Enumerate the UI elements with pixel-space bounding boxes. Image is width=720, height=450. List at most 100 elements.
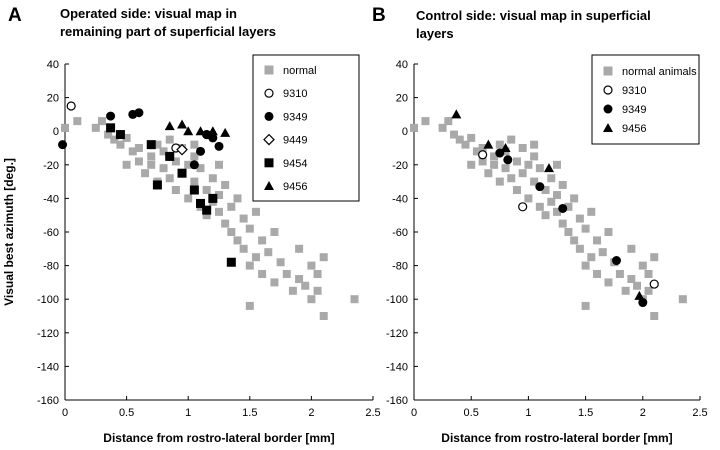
- data-point: [165, 174, 174, 183]
- data-point: [593, 236, 602, 245]
- series-9310: [478, 150, 659, 289]
- data-point: [455, 135, 464, 144]
- data-point: [421, 117, 430, 126]
- data-point: [177, 119, 188, 129]
- data-point: [350, 295, 359, 304]
- data-point: [61, 123, 69, 132]
- data-point: [226, 257, 236, 267]
- data-point: [196, 146, 206, 156]
- data-point: [245, 301, 254, 310]
- data-point: [558, 219, 567, 228]
- data-point: [547, 197, 556, 206]
- data-point: [633, 281, 642, 290]
- data-point: [587, 207, 596, 216]
- data-point: [611, 256, 621, 266]
- data-point: [524, 194, 533, 203]
- x-tick-label: 2.5: [365, 407, 380, 419]
- data-point: [604, 228, 613, 236]
- legend-marker: [264, 111, 274, 121]
- data-point: [598, 248, 607, 257]
- data-point: [575, 244, 584, 253]
- data-point: [122, 133, 131, 142]
- y-tick-label: -60: [392, 227, 408, 239]
- x-tick-label: 0: [62, 407, 68, 419]
- panel-letter: B: [372, 5, 386, 26]
- y-tick-label: -120: [37, 328, 59, 340]
- data-point: [650, 253, 659, 262]
- legend-label: 9310: [622, 85, 646, 97]
- data-point: [615, 270, 624, 278]
- data-point: [638, 261, 647, 270]
- data-point: [495, 140, 504, 149]
- data-point: [547, 174, 556, 183]
- data-point: [146, 140, 156, 150]
- data-point: [638, 298, 648, 308]
- x-tick-label: 0.5: [464, 407, 479, 419]
- y-tick-label: -80: [43, 261, 59, 273]
- data-point: [295, 244, 304, 253]
- data-point: [147, 160, 156, 169]
- data-point: [478, 157, 487, 166]
- data-point: [621, 286, 630, 295]
- legend-label: 9310: [283, 88, 307, 100]
- x-tick-label: 1: [525, 407, 531, 419]
- x-tick-label: 2: [308, 407, 314, 419]
- data-point: [195, 126, 206, 136]
- x-tick-label: 0.5: [119, 407, 134, 419]
- data-point: [141, 169, 150, 178]
- data-point: [134, 144, 143, 152]
- data-point: [106, 111, 116, 121]
- data-point: [295, 275, 304, 284]
- data-point: [251, 253, 260, 262]
- data-point: [116, 140, 125, 149]
- data-point: [518, 202, 528, 212]
- data-point: [627, 275, 636, 284]
- legend-marker: [264, 158, 274, 168]
- data-point: [208, 133, 218, 143]
- data-point: [171, 186, 180, 194]
- panel-title: Control side: visual map in superficial: [416, 8, 651, 23]
- data-point: [207, 126, 218, 136]
- data-point: [190, 152, 199, 161]
- y-tick-label: -20: [392, 160, 408, 172]
- data-point: [501, 164, 510, 173]
- series-9349: [495, 148, 648, 308]
- legend-label: 9454: [283, 158, 307, 170]
- data-point: [221, 219, 230, 228]
- data-point: [177, 168, 187, 178]
- data-point: [245, 261, 254, 270]
- data-point: [593, 270, 602, 278]
- data-point: [319, 312, 328, 320]
- data-point: [478, 150, 488, 160]
- x-axis-label: Distance from rostro-lateral border [mm]: [441, 431, 672, 445]
- data-point: [190, 177, 199, 186]
- data-point: [176, 143, 188, 156]
- data-point: [190, 140, 199, 149]
- data-point: [450, 130, 459, 139]
- data-point: [553, 191, 561, 200]
- data-point: [483, 139, 494, 149]
- data-point: [208, 174, 217, 183]
- data-point: [270, 228, 279, 236]
- data-point: [159, 147, 168, 156]
- data-point: [264, 248, 273, 257]
- legend-box: [252, 54, 360, 202]
- y-tick-label: -20: [43, 160, 59, 172]
- data-point: [215, 160, 223, 169]
- data-point: [165, 151, 175, 161]
- legend-label: 9449: [283, 135, 307, 147]
- data-point: [214, 141, 224, 151]
- y-tick-label: 0: [53, 126, 59, 138]
- data-point: [153, 140, 162, 149]
- data-point: [313, 270, 322, 278]
- data-point: [202, 186, 211, 194]
- data-point: [227, 202, 236, 211]
- data-point: [215, 207, 223, 216]
- y-tick-label: -140: [386, 361, 408, 373]
- data-point: [189, 160, 199, 170]
- data-point: [147, 152, 156, 161]
- data-point: [644, 270, 653, 278]
- data-point: [313, 286, 322, 295]
- data-point: [276, 258, 285, 267]
- data-point: [507, 135, 516, 144]
